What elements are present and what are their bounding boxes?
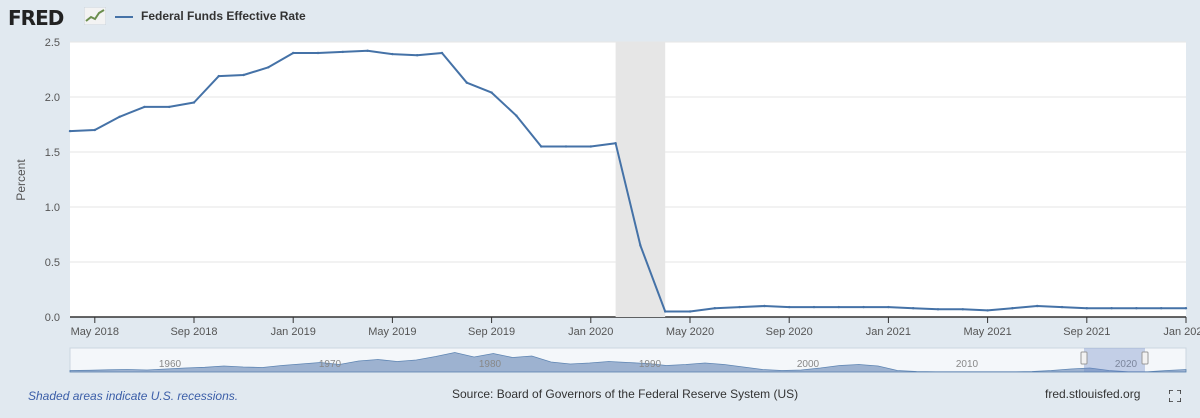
legend-swatch xyxy=(115,16,133,18)
data-point xyxy=(416,54,419,57)
y-tick-label: 2.0 xyxy=(45,92,60,104)
data-point xyxy=(639,244,642,247)
fred-logo[interactable]: FRED xyxy=(8,6,64,30)
y-tick-label: 1.5 xyxy=(45,147,60,159)
chart-header: FRED Federal Funds Effective Rate xyxy=(0,0,1200,36)
data-point xyxy=(564,145,568,148)
y-tick-label: 0.5 xyxy=(45,257,60,269)
data-point xyxy=(143,105,146,109)
data-point xyxy=(391,52,394,56)
data-point xyxy=(961,308,964,311)
data-point xyxy=(341,50,344,54)
x-tick-label: Jan 2022 xyxy=(1163,326,1200,338)
recession-note: Shaded areas indicate U.S. recessions. xyxy=(28,389,239,403)
data-point xyxy=(862,305,865,309)
x-tick-label: Sep 2020 xyxy=(766,326,813,338)
series-line xyxy=(69,49,1186,313)
data-point xyxy=(1160,307,1163,310)
data-point xyxy=(912,307,915,310)
range-navigator[interactable]: 1960 1970 1980 1990 2000 2010 2020 xyxy=(69,347,1187,373)
navigator-tick-label: 1960 xyxy=(159,359,182,370)
data-point xyxy=(217,74,220,78)
x-tick-label: May 2018 xyxy=(71,326,119,338)
navigator-tick-label: 2020 xyxy=(1115,359,1138,370)
y-axis-label: Percent xyxy=(14,159,28,201)
data-point xyxy=(1135,307,1138,310)
y-tick-label: 2.5 xyxy=(45,37,60,49)
data-point xyxy=(490,91,493,94)
x-tick-label: Jan 2021 xyxy=(866,326,911,338)
recession-band xyxy=(615,42,666,317)
data-point xyxy=(118,115,121,119)
legend-label: Federal Funds Effective Rate xyxy=(141,9,306,23)
data-point xyxy=(614,142,617,145)
fullscreen-icon[interactable] xyxy=(1169,390,1181,402)
data-point xyxy=(837,305,840,309)
x-tick-label: Sep 2021 xyxy=(1063,326,1110,338)
x-tick-label: May 2019 xyxy=(368,326,416,338)
data-point xyxy=(68,129,72,133)
data-point xyxy=(763,304,766,308)
navigator-tick-label: 1980 xyxy=(479,359,502,370)
data-point xyxy=(664,310,667,313)
data-point xyxy=(540,145,543,148)
data-point xyxy=(292,51,295,55)
data-point xyxy=(1036,304,1039,308)
data-point xyxy=(316,51,320,55)
data-point xyxy=(1085,307,1089,310)
y-tick-label: 1.0 xyxy=(45,202,60,214)
data-point xyxy=(713,307,716,310)
navigator-overview xyxy=(69,352,1187,373)
data-point xyxy=(1110,307,1113,310)
data-point xyxy=(192,101,196,104)
x-tick-label: Jan 2020 xyxy=(568,326,613,338)
data-point xyxy=(1011,307,1014,310)
data-point xyxy=(242,73,245,77)
data-point xyxy=(465,81,468,84)
data-point xyxy=(168,105,171,109)
navigator-tick-label: 1970 xyxy=(319,359,342,370)
source-url[interactable]: fred.stlouisfed.org xyxy=(1045,387,1141,401)
navigator-selection xyxy=(1084,348,1145,372)
data-point xyxy=(93,128,97,132)
x-tick-label: Sep 2018 xyxy=(170,326,217,338)
data-point xyxy=(589,145,592,148)
data-point xyxy=(738,305,741,309)
x-tick-label: May 2020 xyxy=(666,326,714,338)
data-point xyxy=(366,49,369,52)
navigator-left-handle[interactable] xyxy=(1080,351,1088,365)
data-point xyxy=(788,305,791,309)
navigator-right-handle[interactable] xyxy=(1141,351,1149,365)
data-point xyxy=(515,114,518,117)
data-point xyxy=(688,310,692,313)
data-point xyxy=(887,305,890,309)
x-tick-label: May 2021 xyxy=(963,326,1011,338)
data-point xyxy=(440,51,444,55)
data-point xyxy=(1060,305,1064,309)
y-tick-label: 0.0 xyxy=(45,312,60,324)
navigator-tick-label: 1990 xyxy=(639,359,662,370)
fred-chart-icon xyxy=(84,7,106,25)
x-tick-label: Jan 2019 xyxy=(271,326,316,338)
data-point xyxy=(936,308,940,311)
navigator-tick-label: 2000 xyxy=(797,359,820,370)
data-point xyxy=(1184,307,1188,310)
data-point xyxy=(812,305,816,309)
navigator-tick-label: 2010 xyxy=(956,359,979,370)
source-text: Source: Board of Governors of the Federa… xyxy=(452,387,799,401)
data-point xyxy=(986,309,989,312)
data-point xyxy=(267,66,270,69)
x-tick-label: Sep 2019 xyxy=(468,326,515,338)
